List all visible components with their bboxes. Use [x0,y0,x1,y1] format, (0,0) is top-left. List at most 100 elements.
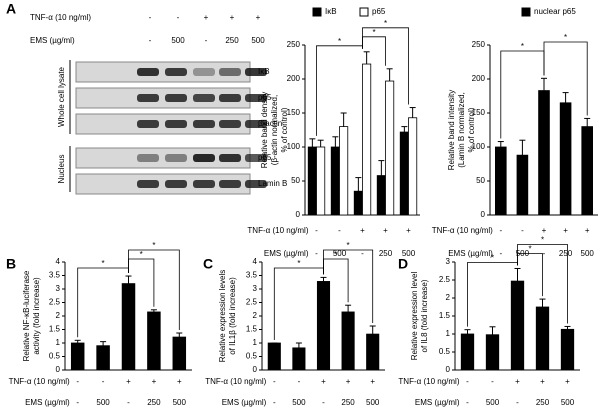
condition-mark: - [466,398,469,407]
y-tick-label: 4 [253,257,258,266]
significance-mark: * [140,250,143,259]
condition-mark: 500 [251,36,265,45]
condition-mark: 500 [581,249,595,258]
blot-band [193,154,215,162]
condition-mark: - [521,226,524,235]
significance-bracket [517,244,568,324]
condition-mark: + [540,377,545,386]
condition-mark: - [499,226,502,235]
blot-band [219,180,241,188]
y-tick-label: 1.5 [246,325,258,334]
significance-mark: * [521,42,524,51]
y-tick-label: 2.5 [246,298,258,307]
bar [516,154,529,216]
condition-mark: + [177,377,182,386]
condition-mark: + [370,377,375,386]
condition-mark: 250 [147,398,161,407]
bar [494,146,507,216]
condition-mark: - [273,377,276,386]
row-label: TNF-α (10 ng/ml) [432,226,493,235]
panel-label: B [6,256,16,272]
y-tick-label: 3 [253,284,258,293]
y-axis-label: of IL1β (fold increase) [228,277,237,355]
blot-band [165,94,187,102]
condition-mark: - [205,36,208,45]
bar [172,336,187,371]
bar [376,175,386,216]
condition-mark: 500 [486,398,500,407]
bar [559,102,572,216]
condition-mark: - [149,36,152,45]
significance-mark: * [541,236,544,245]
condition-mark: - [516,398,519,407]
significance-mark: * [564,33,567,42]
significance-mark: * [334,250,337,259]
bar [538,90,550,216]
condition-mark: - [543,249,546,258]
condition-mark: + [152,377,157,386]
group-label: Nucleus [57,155,66,184]
y-tick-label: 2.5 [49,298,61,307]
blot-band [193,68,215,76]
blot-band [193,180,215,188]
bar [267,342,281,371]
significance-bracket [273,267,324,340]
condition-mark: + [563,226,568,235]
condition-mark: + [346,377,351,386]
condition-mark: - [177,13,180,22]
y-tick-label: 1.5 [439,311,451,320]
condition-mark: - [149,13,152,22]
y-axis-label: of IL8 (fold increase) [420,279,429,352]
panel-label: C [203,256,213,272]
y-tick-label: 2.5 [439,275,451,284]
blot-band [219,68,241,76]
condition-mark: + [230,13,235,22]
condition-mark: - [315,226,318,235]
blot-band [245,154,267,162]
condition-mark: - [322,398,325,407]
condition-mark: 250 [536,398,550,407]
y-tick-label: 3.5 [246,271,258,280]
legend-swatch [359,7,369,17]
condition-mark: 500 [292,398,306,407]
y-axis-label: Relative band intensity [447,90,456,171]
blot-band [137,120,159,128]
y-axis-label: activity (fold increase) [32,277,41,355]
legend-swatch [312,7,322,17]
significance-bracket [500,50,545,139]
condition-mark: - [338,226,341,235]
bar [460,333,475,371]
significance-mark: * [297,259,300,268]
condition-mark: - [491,377,494,386]
condition-mark: - [361,249,364,258]
y-tick-label: 0.5 [246,352,258,361]
row-label: TNF-α (10 ng/ml) [247,226,308,235]
bar [535,306,550,371]
significance-mark: * [491,254,494,263]
legend-label: nuclear p65 [534,7,576,16]
condition-mark: - [315,249,318,258]
y-tick-label: 0 [253,365,258,374]
condition-mark: 250 [559,249,573,258]
bar [292,347,306,371]
row-label: EMS (µg/ml) [264,249,309,258]
significance-mark: * [102,259,105,268]
y-tick-label: 0 [296,210,301,219]
band-label: IκB [258,67,270,76]
significance-mark: * [384,19,387,28]
y-tick-label: 3 [56,284,61,293]
bar [330,146,340,216]
blot-band [137,94,159,102]
bar [341,311,355,371]
significance-bracket [467,262,518,327]
y-tick-label: 3 [446,257,451,266]
blot-band [245,180,267,188]
y-tick-label: 200 [287,74,301,83]
band-label: β-actin [258,119,282,128]
condition-mark: + [565,377,570,386]
y-tick-label: 0.5 [49,352,61,361]
band-label: p65 [258,153,272,162]
condition-mark: 500 [402,249,416,258]
blot-band [137,180,159,188]
significance-bracket [543,41,588,116]
